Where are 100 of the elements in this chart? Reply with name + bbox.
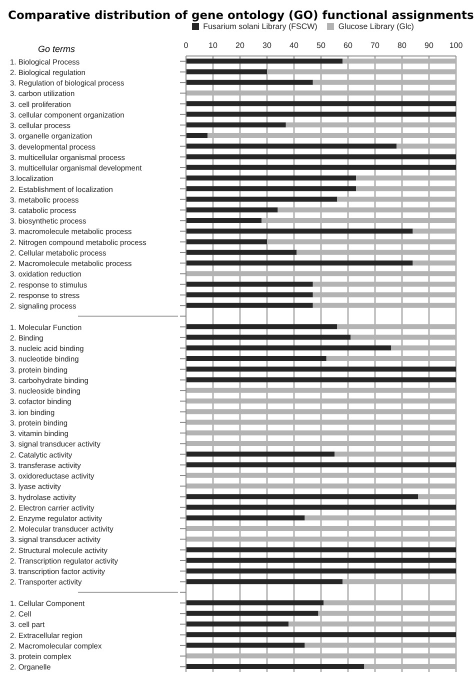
bar bbox=[312, 80, 456, 85]
bar bbox=[304, 515, 456, 520]
x-tick-label: 90 bbox=[424, 41, 434, 50]
bar bbox=[337, 196, 456, 202]
bar bbox=[186, 366, 456, 372]
bar bbox=[312, 302, 456, 308]
bar bbox=[391, 345, 456, 350]
bar bbox=[186, 472, 456, 478]
bar bbox=[186, 154, 456, 160]
bar bbox=[186, 196, 338, 202]
x-tick-label: 80 bbox=[398, 41, 407, 50]
bar bbox=[356, 175, 456, 180]
bar bbox=[186, 452, 334, 457]
bar bbox=[186, 600, 324, 606]
bar bbox=[186, 90, 456, 96]
bar bbox=[186, 568, 456, 574]
bar bbox=[324, 600, 456, 606]
bar bbox=[186, 218, 262, 223]
bar bbox=[186, 398, 456, 404]
chart-title: Comparative distribution of gene ontology (GO) functional assignments bbox=[8, 8, 474, 22]
bar bbox=[412, 228, 456, 234]
bar bbox=[262, 218, 456, 223]
bar bbox=[186, 515, 305, 520]
x-tick-label: 10 bbox=[208, 41, 218, 50]
bar bbox=[186, 324, 338, 330]
bar bbox=[326, 356, 456, 362]
bar bbox=[304, 642, 456, 648]
bar bbox=[186, 334, 351, 340]
bar bbox=[186, 558, 456, 563]
bar bbox=[186, 483, 456, 488]
x-tick-label: 100 bbox=[449, 41, 464, 50]
bar bbox=[186, 260, 413, 266]
bar bbox=[186, 504, 456, 510]
bar bbox=[186, 409, 456, 414]
bar bbox=[186, 144, 397, 149]
bar bbox=[186, 494, 418, 500]
bar bbox=[334, 452, 456, 457]
bar bbox=[296, 250, 456, 255]
bar bbox=[186, 653, 456, 658]
y-axis-title: Go terms bbox=[38, 44, 76, 54]
bar bbox=[186, 112, 456, 117]
bar bbox=[278, 207, 456, 212]
bar bbox=[186, 664, 364, 670]
bar bbox=[186, 526, 456, 531]
bar bbox=[186, 122, 286, 128]
x-tick-label: 70 bbox=[370, 41, 380, 50]
bar bbox=[312, 282, 456, 287]
bar bbox=[186, 207, 278, 212]
bar bbox=[186, 345, 392, 350]
bar bbox=[186, 642, 305, 648]
bar bbox=[186, 164, 456, 170]
bar bbox=[186, 622, 289, 627]
bar bbox=[186, 632, 456, 638]
bar bbox=[412, 260, 456, 266]
bar bbox=[186, 579, 343, 584]
bar bbox=[342, 58, 456, 64]
bar bbox=[186, 101, 456, 106]
bar bbox=[286, 122, 456, 128]
bar bbox=[186, 441, 456, 446]
bar bbox=[186, 292, 313, 298]
bar bbox=[186, 133, 208, 138]
bar bbox=[186, 271, 456, 276]
bar bbox=[186, 420, 456, 425]
bar bbox=[267, 239, 456, 244]
bar bbox=[418, 494, 456, 500]
bar bbox=[186, 377, 456, 382]
bar bbox=[186, 80, 313, 85]
bar bbox=[186, 250, 297, 255]
bar bbox=[396, 144, 456, 149]
bar bbox=[186, 388, 456, 393]
bar bbox=[337, 324, 456, 330]
bar bbox=[186, 69, 267, 74]
bar bbox=[186, 58, 343, 64]
bar bbox=[186, 462, 456, 468]
bar bbox=[208, 133, 456, 138]
x-tick-label: 30 bbox=[262, 41, 272, 50]
legend-label: Fusarium solani Library (FSCW) bbox=[203, 22, 318, 31]
bar bbox=[288, 622, 456, 627]
bar bbox=[318, 610, 456, 616]
bar bbox=[186, 282, 313, 287]
bar bbox=[186, 302, 313, 308]
bar bbox=[342, 579, 456, 584]
bar bbox=[186, 228, 413, 234]
bar bbox=[186, 547, 456, 552]
bar bbox=[186, 610, 318, 616]
bar bbox=[312, 292, 456, 298]
bar bbox=[186, 186, 356, 192]
bar bbox=[186, 356, 326, 362]
bar bbox=[350, 334, 456, 340]
bar bbox=[186, 239, 267, 244]
bar bbox=[186, 175, 356, 180]
bar bbox=[186, 430, 456, 436]
x-tick-label: 50 bbox=[316, 41, 326, 50]
x-tick-label: 60 bbox=[344, 41, 353, 50]
x-tick-label: 20 bbox=[236, 41, 245, 50]
bar bbox=[186, 536, 456, 542]
bar bbox=[267, 69, 456, 74]
bar bbox=[356, 186, 456, 192]
x-tick-label: 0 bbox=[184, 41, 189, 50]
legend-label: Glucose Library (Glc) bbox=[338, 22, 414, 31]
